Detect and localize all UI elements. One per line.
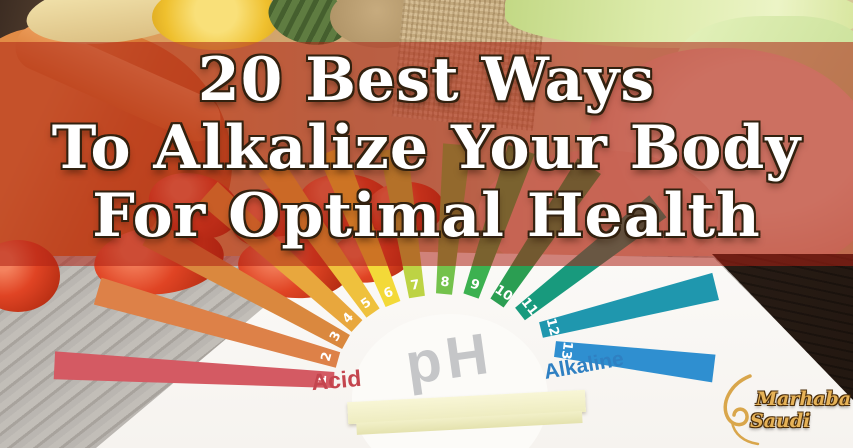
ph-center-label: pH: [402, 320, 498, 397]
title-line-3: For Optimal Health: [92, 181, 761, 251]
ph-bar-number: 13: [558, 341, 575, 361]
title-line-2: To Alkalize Your Body: [51, 113, 802, 183]
title-banner: [0, 42, 853, 266]
ph-bar-number: 2: [319, 350, 336, 363]
ph-bar: [554, 341, 716, 383]
logo-text-line2: Saudi: [750, 410, 811, 432]
ph-bar: [93, 277, 341, 368]
acid-label: Acid: [310, 365, 362, 395]
title-line-1: 20 Best Ways: [197, 45, 656, 115]
ph-bar-number: 1: [315, 375, 330, 385]
ph-bar: [539, 272, 719, 338]
ph-bar-number: 12: [543, 317, 562, 338]
page-title: 20 Best Ways To Alkalize Your Body For O…: [0, 46, 853, 250]
calligraphy-swirl-icon: [723, 374, 760, 446]
ph-bar-number: 8: [440, 275, 450, 291]
ph-bar-number: 7: [410, 277, 421, 293]
ph-bar: [53, 351, 335, 388]
logo-text-line1: Marhaba: [756, 388, 852, 410]
brand-logo: Marhaba Saudi: [710, 372, 853, 448]
